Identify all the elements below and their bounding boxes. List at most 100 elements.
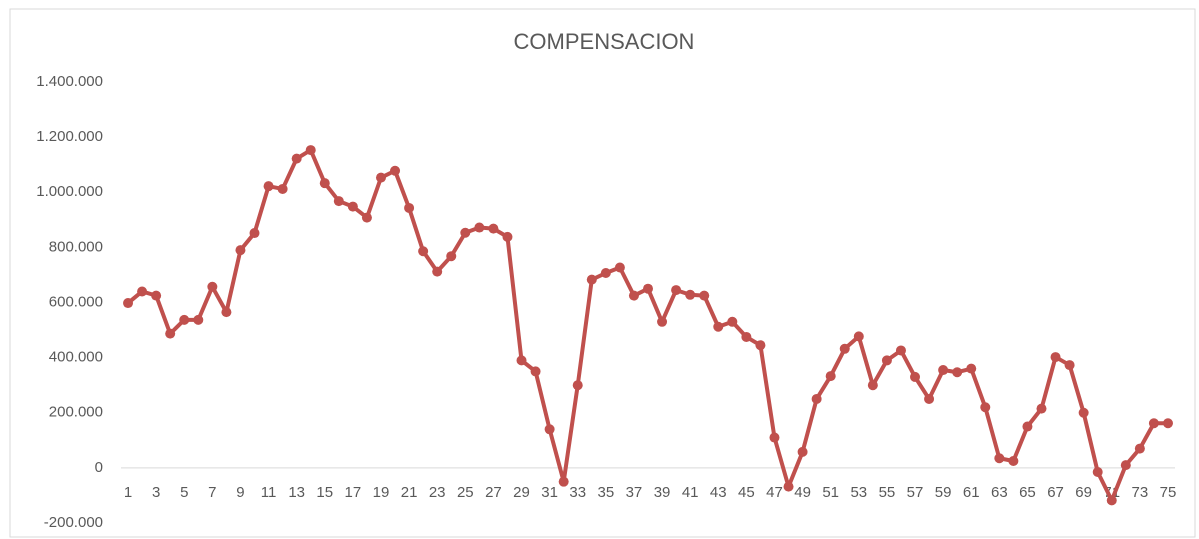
y-tick-label: 0	[95, 459, 103, 476]
marker	[657, 316, 668, 327]
marker	[628, 290, 639, 301]
marker	[390, 165, 401, 176]
marker	[586, 274, 597, 285]
marker	[1106, 495, 1117, 506]
x-tick-label: 13	[288, 484, 305, 501]
marker	[291, 153, 302, 164]
x-tick-label: 27	[485, 484, 502, 501]
marker	[713, 321, 724, 332]
marker	[474, 222, 485, 233]
marker	[502, 231, 513, 242]
x-tick-label: 31	[541, 484, 558, 501]
marker	[123, 298, 134, 309]
marker	[825, 371, 836, 382]
x-tick-label: 43	[710, 484, 727, 501]
marker	[1148, 418, 1159, 429]
marker	[361, 212, 372, 223]
y-tick-label: 600.000	[49, 293, 103, 310]
marker	[1022, 421, 1033, 432]
x-tick-label: 69	[1075, 484, 1092, 501]
marker	[558, 476, 569, 487]
marker	[460, 227, 471, 238]
marker	[938, 365, 949, 376]
x-tick-label: 51	[822, 484, 839, 501]
marker	[375, 172, 386, 183]
x-tick-label: 3	[152, 484, 160, 501]
x-tick-label: 59	[935, 484, 952, 501]
marker	[1008, 455, 1019, 466]
marker	[685, 289, 696, 300]
x-tick-label: 37	[626, 484, 643, 501]
marker	[319, 178, 330, 189]
marker	[1036, 403, 1047, 414]
x-tick-label: 17	[345, 484, 362, 501]
x-tick-label: 57	[907, 484, 924, 501]
y-tick-label: 400.000	[49, 349, 103, 366]
x-tick-label: 67	[1047, 484, 1064, 501]
marker	[600, 268, 611, 279]
marker	[1092, 467, 1103, 478]
marker	[671, 285, 682, 296]
marker	[1134, 443, 1145, 454]
marker	[980, 402, 991, 413]
marker	[249, 228, 260, 239]
marker	[432, 266, 443, 277]
x-tick-label: 19	[373, 484, 390, 501]
marker	[643, 283, 653, 294]
x-tick-label: 63	[991, 484, 1008, 501]
x-tick-label: 73	[1132, 484, 1149, 501]
x-tick-label: 49	[794, 484, 811, 501]
marker	[699, 290, 710, 301]
marker	[193, 314, 204, 325]
marker	[1162, 418, 1173, 429]
chart-title: COMPENSACION	[514, 29, 695, 54]
marker	[811, 393, 822, 404]
marker	[347, 201, 358, 212]
y-tick-label: 200.000	[49, 404, 103, 421]
x-tick-label: 9	[236, 484, 244, 501]
marker	[783, 481, 794, 492]
marker	[1120, 460, 1131, 471]
marker	[418, 246, 429, 257]
marker	[727, 316, 738, 327]
marker	[404, 202, 415, 213]
marker	[1078, 407, 1089, 418]
marker	[544, 424, 555, 435]
x-tick-label: 75	[1160, 484, 1177, 501]
y-tick-label: 800.000	[49, 238, 103, 255]
y-tick-label: 1.400.000	[36, 73, 103, 90]
marker	[235, 245, 246, 256]
y-tick-label: 1.200.000	[36, 128, 103, 145]
y-tick-label: -200.000	[44, 514, 103, 531]
x-tick-label: 15	[316, 484, 333, 501]
x-tick-label: 41	[682, 484, 699, 501]
x-tick-label: 11	[261, 484, 277, 501]
marker	[446, 251, 457, 262]
marker	[741, 331, 752, 342]
marker	[895, 345, 906, 356]
marker	[853, 331, 864, 342]
marker	[614, 262, 625, 273]
x-tick-label: 23	[429, 484, 446, 501]
marker	[797, 446, 808, 457]
marker	[488, 223, 499, 234]
x-tick-label: 65	[1019, 484, 1036, 501]
x-tick-label: 35	[597, 484, 614, 501]
x-tick-label: 55	[879, 484, 896, 501]
marker	[572, 380, 583, 391]
x-tick-label: 39	[654, 484, 671, 501]
marker	[755, 340, 766, 351]
x-tick-label: 25	[457, 484, 474, 501]
marker	[277, 183, 288, 194]
marker	[867, 380, 878, 391]
marker	[263, 181, 274, 192]
marker	[137, 286, 148, 297]
marker	[910, 371, 921, 382]
x-tick-label: 29	[513, 484, 530, 501]
marker	[516, 355, 527, 366]
x-tick-label: 33	[569, 484, 586, 501]
marker	[165, 328, 176, 339]
x-tick-label: 53	[850, 484, 867, 501]
marker	[839, 343, 850, 354]
marker	[179, 314, 190, 325]
